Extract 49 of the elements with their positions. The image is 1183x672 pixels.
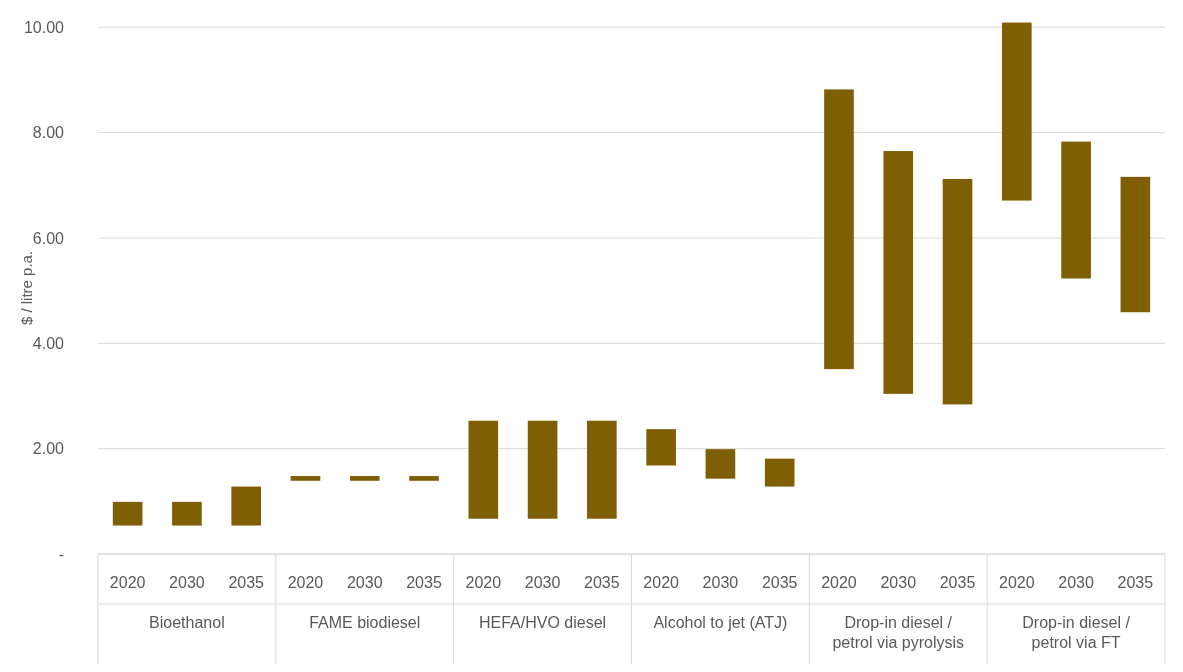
bar: [527, 420, 558, 519]
bar: [349, 476, 380, 481]
x-tick-label: 2030: [880, 574, 917, 591]
y-tick-label: 10.00: [23, 18, 65, 36]
x-tick-label: 2035: [761, 574, 798, 591]
x-tick-label: 2035: [406, 574, 442, 591]
y-tick-label: 4.00: [32, 334, 65, 352]
x-tick-label: 2030: [346, 574, 383, 591]
x-tick-label: 2020: [643, 574, 680, 591]
bar: [1061, 141, 1091, 279]
text: Bioethanol: [149, 614, 225, 631]
bar: [409, 476, 439, 481]
x-tick-label: 2020: [109, 574, 146, 591]
bar: [231, 486, 262, 526]
y-tick-label: 2.00: [32, 440, 65, 458]
bar: [646, 429, 676, 466]
bar: [468, 420, 499, 519]
x-tick-label: 2020: [465, 574, 502, 591]
bar: [824, 89, 854, 370]
x-tick-label: 2020: [999, 574, 1035, 591]
x-tick-label: 2035: [1117, 574, 1154, 591]
y-axis-title: $ / litre p.a.: [18, 250, 35, 326]
x-tick-label: 2030: [702, 574, 739, 591]
bar: [764, 458, 795, 487]
y-tick-label: 8.00: [32, 124, 65, 142]
x-tick-label: 2020: [287, 574, 324, 591]
bar: [1120, 176, 1151, 313]
x-tick-label: 2035: [939, 574, 976, 591]
text: Drop-in diesel / petrol via pyrolysis: [832, 614, 965, 651]
x-tick-label: 2035: [584, 574, 620, 591]
bar: [172, 501, 202, 526]
bar: [942, 178, 973, 405]
x-tick-label: 2030: [1058, 574, 1094, 591]
text: FAME biodiesel: [309, 614, 421, 631]
bar: [705, 449, 736, 479]
bar: [587, 420, 617, 519]
text: Drop-in diesel / petrol via FT: [1022, 614, 1131, 651]
bar: [1001, 22, 1032, 201]
text: HEFA/HVO diesel: [479, 614, 607, 631]
bar: [883, 151, 914, 394]
x-tick-label: 2030: [169, 574, 205, 591]
x-tick-label: 2035: [228, 574, 265, 591]
y-tick-label: 6.00: [32, 229, 65, 247]
y-tick-label: -: [58, 545, 64, 563]
x-tick-label: 2030: [524, 574, 561, 591]
x-tick-label: 2020: [821, 574, 857, 591]
bar: [290, 476, 321, 481]
text: Alcohol to jet (ATJ): [653, 614, 788, 631]
bar: [112, 501, 143, 526]
